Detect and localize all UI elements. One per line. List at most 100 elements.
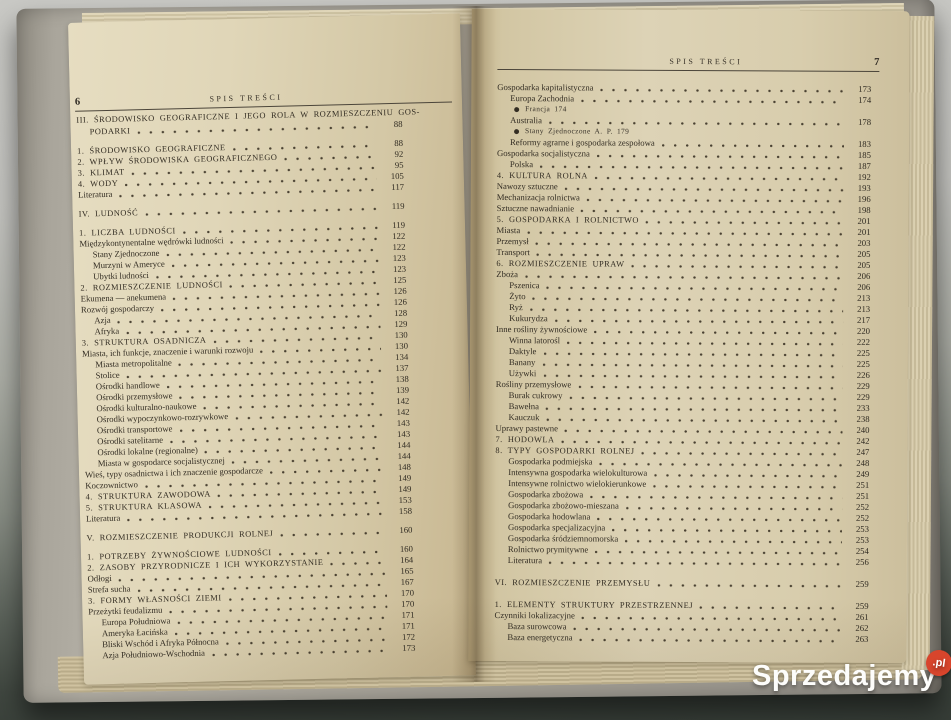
entry-page-number: 137 [395,362,409,373]
entry-title: Banany [508,357,536,368]
dot-leader [549,561,842,566]
entry-title: Literatura [507,555,543,566]
entry-page-number: 171 [401,620,415,631]
dot-leader [137,125,376,135]
entry-title: 3. KLIMAT [77,167,125,178]
entry-page-number: 205 [857,259,871,270]
entry-page-number: 174 [858,94,872,105]
page-left: 6 SPIS TREŚCI III. ŚRODOWISKO GEOGRAFICZ… [67,13,477,685]
entry-page-number: 213 [857,303,871,314]
entry-title: IV. LUDNOŚĆ [78,208,139,219]
entry-title: Daktyle [508,346,537,357]
entry-page-number: 92 [394,148,404,159]
entry-title: 1. ELEMENTY STRUKTURY PRZESTRZENNEJ [494,599,694,611]
dot-leader [211,649,389,657]
dot-leader [525,275,844,280]
entry-title: Ośrodki przemysłowe [96,390,173,403]
entry-page-number: 248 [856,457,870,468]
dot-leader [581,99,845,104]
entry-page-number: 88 [393,118,403,129]
entry-page-number: 138 [395,373,409,384]
entry-title: Ryż [509,302,523,313]
dot-leader [527,231,844,236]
entry-title: 8. TYPY GOSPODARKI ROLNEJ [495,445,635,456]
page-number-right: 7 [874,56,880,68]
dot-leader [573,627,842,632]
entry-page-number: 130 [394,340,409,351]
entry-page-number: 148 [397,461,412,472]
entry-title: Gospodarka śródziemnomorska [507,533,619,544]
entry-title: Baza energetyczna [507,632,573,643]
entry-page-number: 247 [856,446,870,457]
entry-title: Ośrodki handlowe [95,379,160,392]
entry-page-number: 165 [400,565,414,576]
page-right: SPIS TREŚCI 7 Gospodarka kapitalistyczna… [468,8,910,664]
entry-page-number: 119 [392,219,406,231]
entry-page-number: 225 [856,347,870,358]
dot-leader [546,286,844,291]
entry-page-number: 143 [396,428,411,439]
entry-page-number: 251 [856,479,870,490]
entry-page-number: 117 [391,181,405,193]
dot-leader [641,451,843,456]
dot-leader [597,517,843,522]
entry-page-number: 149 [398,472,412,483]
dot-leader [586,198,844,203]
entry-page-number: 201 [857,226,871,237]
entry-page-number: 220 [856,325,871,336]
entry-title: 6. ROZMIESZCZENIE UPRAW [496,258,625,269]
entry-page-number: 213 [857,292,871,303]
dot-leader [594,330,844,335]
entry-page-number: 222 [856,336,870,347]
dot-leader [595,550,842,555]
entry-page-number: 126 [393,285,407,297]
entry-page-number: 126 [393,296,408,308]
entry-title: Gospodarka zbożowo-mieszana [508,500,619,511]
entry-page-number: 254 [855,545,869,556]
entry-page-number: 134 [395,351,409,362]
toc-entry: V. ROZMIESZCZENIE PRODUKCJI ROLNEJ 160 [86,525,412,544]
entry-title: 4. WODY [77,178,119,189]
entry-page-number: 242 [856,435,870,446]
entry-page-number: 240 [856,424,870,435]
entry-page-number: 129 [394,318,408,330]
entry-title: Ubytki ludności [93,269,150,282]
entry-title: Przemysł [496,235,529,247]
dot-leader [590,495,843,500]
dot-leader [543,352,843,357]
entry-title: Gospodarka specjalizacyjna [507,522,606,533]
entry-page-number: 144 [397,439,411,450]
entry-page-number: 262 [855,622,869,633]
dot-leader [145,207,378,217]
dot-leader [569,396,843,401]
entry-title: Rośliny przemysłowe [495,378,572,390]
dot-leader [543,374,843,379]
entry-page-number: 185 [857,149,871,160]
entry-page-number: 149 [398,483,412,494]
dot-leader [561,440,843,445]
entry-page-number: 253 [855,523,870,534]
entry-page-number: 249 [856,468,870,479]
entry-page-number: 251 [856,490,870,501]
dot-leader [612,528,842,533]
entry-title: Transport [496,246,530,258]
entry-page-number: 233 [856,402,870,413]
dot-leader [546,418,843,423]
watermark-brand: Sprzedajemy [752,660,937,692]
entry-page-number: 167 [400,576,414,587]
entry-title: Kauczuk [508,412,540,423]
entry-title: 4. KULTURA ROLNA [496,170,588,181]
entry-title: Sztuczne nawadnianie [496,202,575,214]
entry-title: PODARKI [89,126,131,137]
entry-title: Gospodarka hodowlana [508,511,591,522]
entry-title: 5. GOSPODARKA I ROLNICTWO [496,214,640,225]
dot-leader [645,220,844,225]
entry-title: Australia [510,115,543,126]
entry-title: Odłogi [87,572,112,584]
entry-title: Intensywna gospodarka wielokulturowa [508,467,648,478]
entry-title: Murzyni w Ameryce [92,258,165,271]
entry-title: Ośrodki transportowe [96,423,173,436]
toc-entry: VI. ROZMIESZCZENIE PRZEMYSŁU 259 [495,577,869,590]
dot-leader [330,561,387,566]
toc-right: Gospodarka kapitalistyczna 173 Europa Zach… [494,82,872,645]
